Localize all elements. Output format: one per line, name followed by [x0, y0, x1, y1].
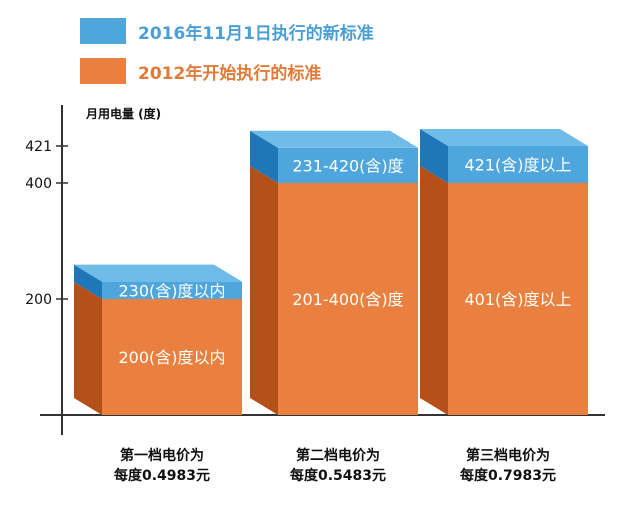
bar-old-side [250, 166, 278, 415]
bar-new-side [250, 130, 278, 183]
bar-top-face [250, 130, 418, 148]
legend-swatch-new [80, 18, 126, 44]
bar-old-standard [278, 183, 418, 415]
bar-old-label: 200(含)度以内 [118, 348, 225, 367]
y-tick-label: 400 [25, 176, 52, 192]
bar-top-face [420, 129, 588, 146]
bar-new-standard [102, 281, 242, 299]
bar-new-side [420, 129, 448, 183]
bar-new-label: 421(含)度以上 [464, 156, 571, 175]
legend-label-old: 2012年开始执行的标准 [138, 63, 322, 84]
bar-old-label: 401(含)度以上 [464, 290, 571, 309]
legend-label-new: 2016年11月1日执行的新标准 [138, 23, 374, 44]
category-label-line2: 每度0.5483元 [290, 467, 386, 484]
y-tick-label: 200 [25, 292, 52, 308]
bar-new-label: 230(含)度以内 [118, 281, 225, 300]
category-label-line2: 每度0.7983元 [460, 467, 556, 484]
category-label-line2: 每度0.4983元 [114, 467, 210, 484]
bar-old-side [74, 282, 102, 415]
bar-old-label: 201-400(含)度 [292, 290, 403, 309]
y-tick-label: 421 [25, 139, 52, 155]
bar-new-side [74, 264, 102, 299]
y-axis-title: 月用电量 (度) [85, 106, 161, 121]
category-label-line1: 第一档电价为 [120, 447, 204, 464]
bar-new-standard [448, 146, 588, 183]
legend-item-new-standard: 2016年11月1日执行的新标准 [80, 18, 374, 44]
category-label-line1: 第三档电价为 [466, 447, 550, 464]
bar-old-standard [102, 299, 242, 415]
bar-new-standard [278, 147, 418, 183]
bar-new-label: 231-420(含)度 [292, 156, 403, 175]
bar-top-face [74, 264, 242, 282]
legend-item-old-standard: 2012年开始执行的标准 [80, 58, 321, 84]
legend-swatch-old [80, 58, 126, 84]
bar-old-side [420, 166, 448, 415]
category-label-line1: 第二档电价为 [296, 447, 380, 464]
bar-old-standard [448, 183, 588, 415]
